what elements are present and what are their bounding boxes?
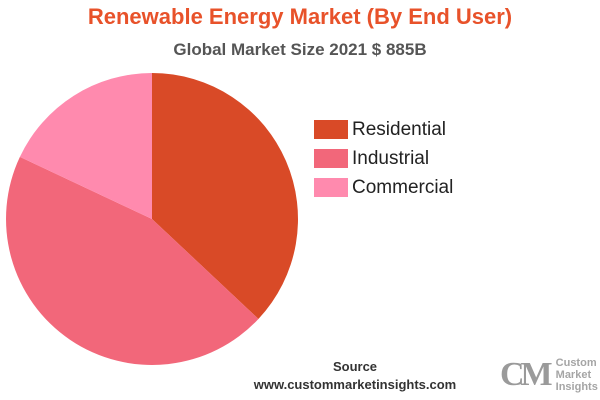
legend-item-industrial: Industrial [314, 144, 453, 173]
legend-label-industrial: Industrial [352, 147, 430, 169]
custom-market-insights-logo: CM Custom Market Insights [500, 356, 598, 394]
legend-swatch-commercial [314, 178, 348, 197]
chart-legend: Residential Industrial Commercial [314, 115, 453, 202]
source-block: Source www.custommarketinsights.com [235, 358, 475, 394]
logo-text: Custom Market Insights [556, 357, 598, 393]
logo-line-1: Custom [555, 357, 597, 369]
pie-slice-commercial [19, 73, 153, 219]
chart-subtitle: Global Market Size 2021 $ 885B [173, 40, 427, 59]
source-url: www.custommarketinsights.com [253, 377, 457, 392]
logo-line-3: Insights [555, 381, 598, 393]
legend-label-residential: Residential [352, 118, 446, 140]
pie-slice-industrial [6, 156, 259, 365]
logo-line-2: Market [555, 369, 592, 381]
legend-label-commercial: Commercial [352, 176, 454, 198]
legend-item-commercial: Commercial [314, 173, 453, 202]
legend-swatch-residential [314, 120, 348, 139]
logo-mark: CM [500, 356, 553, 393]
source-label: Source [332, 359, 378, 374]
chart-title: Renewable Energy Market (By End User) [87, 4, 513, 29]
pie-slice-residential [152, 73, 298, 319]
legend-swatch-industrial [314, 149, 348, 168]
legend-item-residential: Residential [314, 115, 453, 144]
